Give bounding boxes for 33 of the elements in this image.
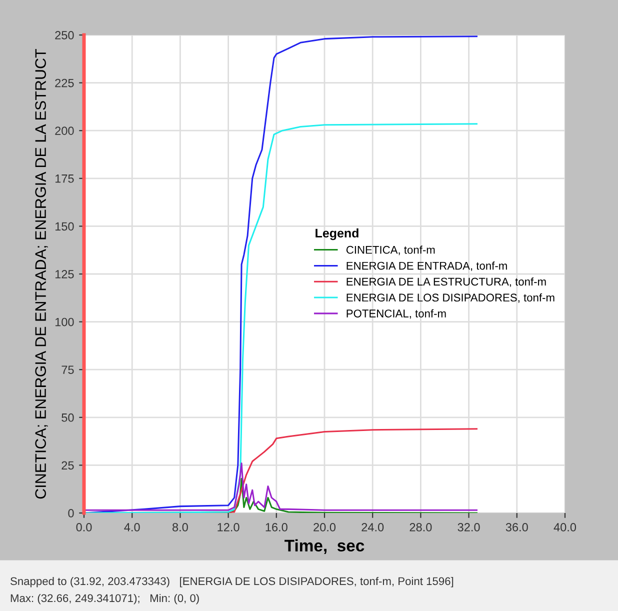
x-tick-label: 40.0 bbox=[554, 523, 576, 532]
legend-label: ENERGIA DE ENTRADA, tonf-m bbox=[346, 262, 507, 272]
y-tick-label: 225 bbox=[55, 78, 74, 88]
y-tick-label: 0 bbox=[68, 509, 74, 518]
legend-label: ENERGIA DE LA ESTRUCTURA, tonf-m bbox=[346, 277, 546, 287]
y-tick-label: 75 bbox=[62, 366, 74, 374]
line-series bbox=[84, 462, 478, 511]
x-tick-label: 20.0 bbox=[314, 523, 336, 532]
y-tick-label: 50 bbox=[62, 413, 74, 422]
legend-label: POTENCIAL, tonf-m bbox=[346, 309, 446, 319]
legend-label: CINETICA, tonf-m bbox=[346, 246, 435, 256]
x-tick-label: 8.0 bbox=[172, 523, 188, 532]
x-tick-label: 16.0 bbox=[266, 523, 288, 532]
x-tick-label: 12.0 bbox=[218, 523, 240, 532]
x-axis-title: Time, sec bbox=[284, 539, 364, 554]
x-tick-label: 32.0 bbox=[458, 523, 480, 532]
text: Max: (32.66, 249.341071); Min: (0, 0) bbox=[10, 594, 199, 604]
legend-label: ENERGIA DE LOS DISIPADORES, tonf-m bbox=[346, 293, 554, 303]
legend-title: Legend bbox=[316, 228, 358, 240]
text: Snapped to (31.92, 203.473343) [ENERGIA DE LOS DISIPADORES, tonf-m, Point 1596] bbox=[10, 576, 454, 588]
y-tick-label: 175 bbox=[55, 174, 74, 183]
x-tick-label: 28.0 bbox=[410, 523, 432, 532]
y-tick-label: 250 bbox=[55, 31, 74, 40]
x-tick-label: 36.0 bbox=[506, 523, 528, 532]
y-tick-label: 25 bbox=[62, 461, 74, 470]
y-tick-label: 125 bbox=[55, 270, 74, 278]
x-tick-label: 24.0 bbox=[362, 523, 384, 532]
y-tick-label: 200 bbox=[55, 126, 74, 135]
y-tick-label: 100 bbox=[55, 318, 74, 326]
x-tick-label: 0.0 bbox=[76, 523, 92, 532]
y-tick-label: 150 bbox=[55, 222, 74, 231]
y-axis-title: CINETICA; ENERGIA DE ENTRADA; ENERGIA DE LA ESTRUCT bbox=[35, 48, 48, 499]
x-tick-label: 4.0 bbox=[124, 523, 140, 532]
